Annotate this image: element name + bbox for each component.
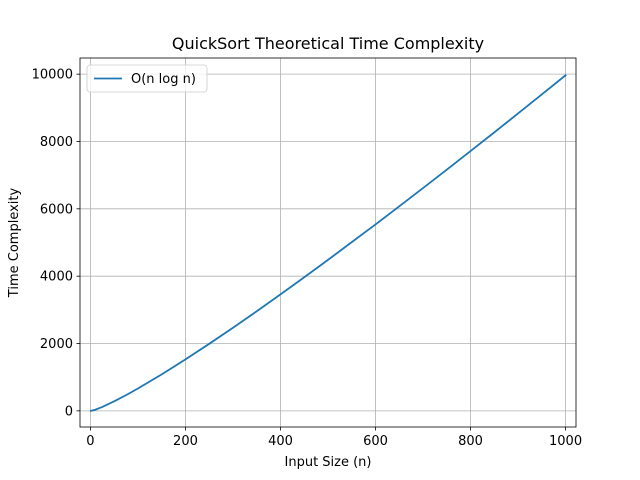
y-axis-label: Time Complexity xyxy=(7,188,22,299)
legend: O(n log n) xyxy=(86,64,208,93)
x-tick-label: 0 xyxy=(86,434,94,449)
y-tick-label: 0 xyxy=(65,404,73,419)
legend-box xyxy=(86,64,208,93)
x-tick-label: 200 xyxy=(173,434,198,449)
y-tick-label: 6000 xyxy=(40,202,73,217)
chart-title: QuickSort Theoretical Time Complexity xyxy=(172,34,484,53)
x-tick-label: 600 xyxy=(363,434,388,449)
series-line xyxy=(89,74,567,412)
x-tick-label: 1000 xyxy=(549,434,582,449)
y-tick-label: 10000 xyxy=(32,68,73,83)
plot-frame xyxy=(79,57,577,428)
y-tick-label: 2000 xyxy=(40,337,73,352)
y-tick-label: 8000 xyxy=(40,135,73,150)
series-layer xyxy=(89,74,567,412)
x-tick-label: 800 xyxy=(458,434,483,449)
grid xyxy=(80,58,576,427)
x-tick-label: 400 xyxy=(268,434,293,449)
y-tick-label: 4000 xyxy=(40,270,73,285)
x-axis-label: Input Size (n) xyxy=(285,455,372,470)
legend-label: O(n log n) xyxy=(131,72,196,87)
